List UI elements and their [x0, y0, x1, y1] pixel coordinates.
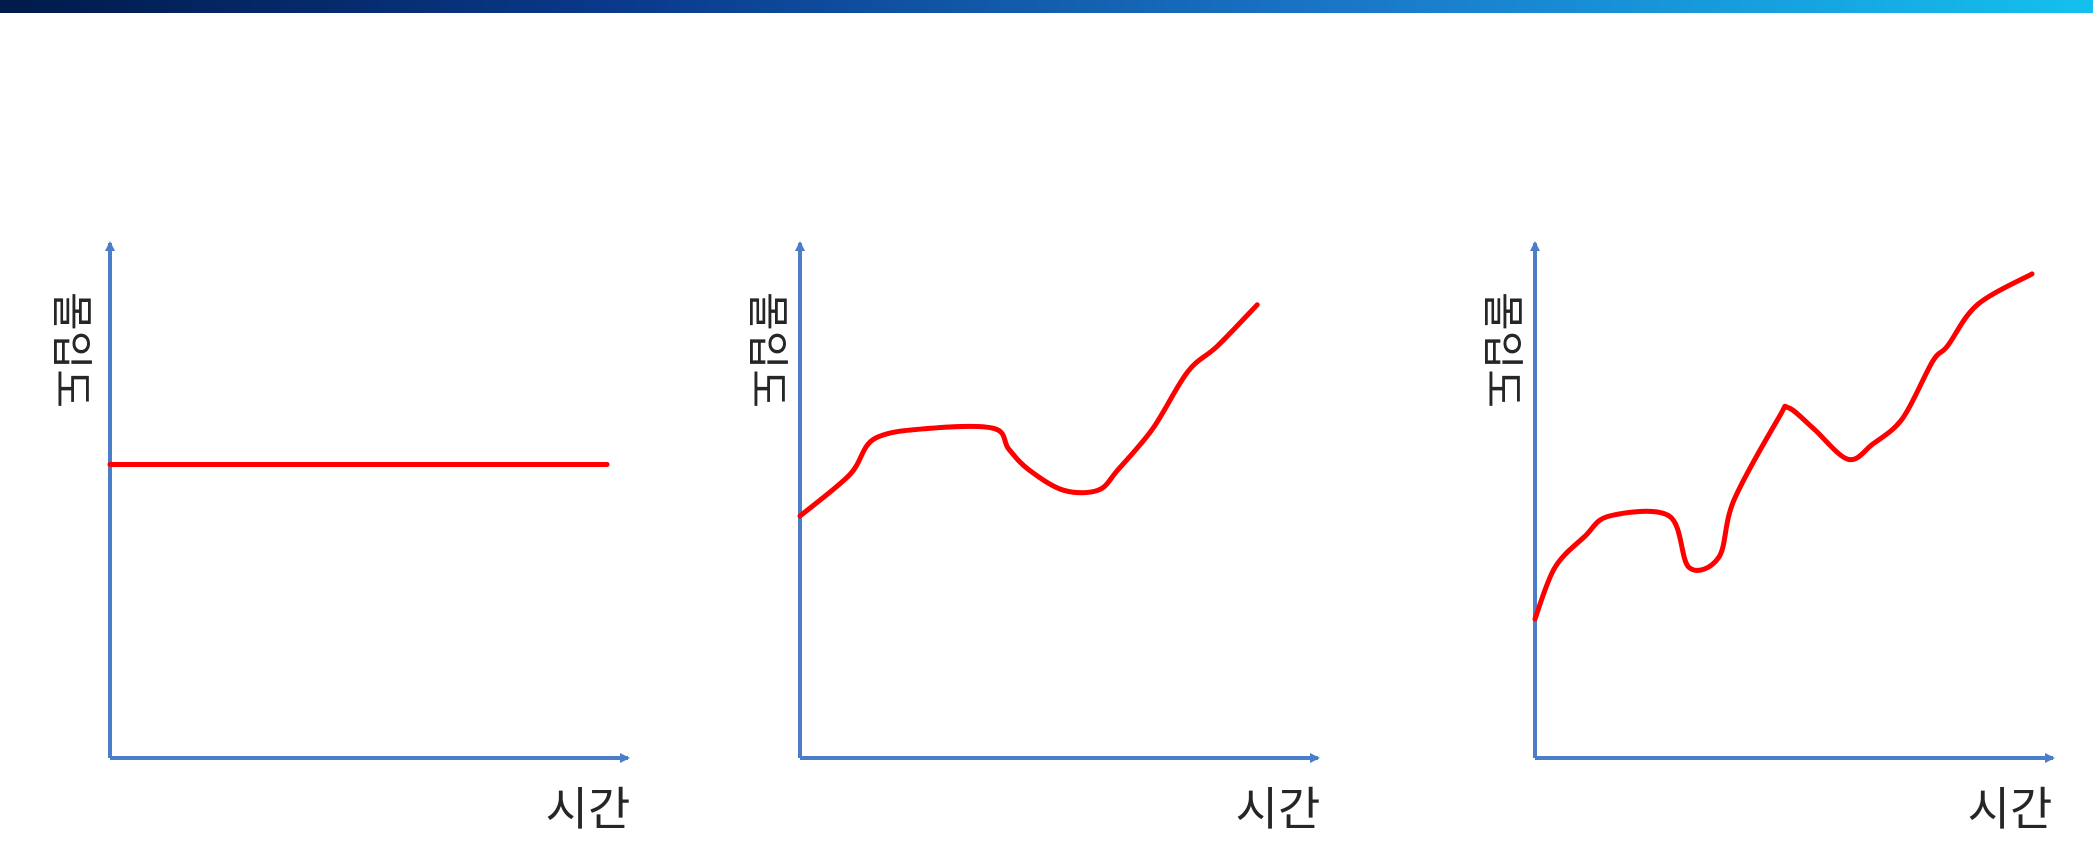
chart-2-y-label: 몰입도	[743, 292, 792, 408]
chart-2: 시간 몰입도	[743, 241, 1321, 836]
chart-2-line	[797, 302, 1260, 519]
chart-3: 시간 몰입도	[1478, 241, 2055, 836]
chart-1-y-label: 몰입도	[47, 292, 96, 408]
header-gradient-bar	[0, 0, 2093, 13]
chart-3-x-label: 시간	[1968, 782, 2053, 836]
chart-1: 시간 몰입도	[47, 241, 631, 836]
chart-1-x-label: 시간	[546, 782, 631, 836]
chart-3-line	[1532, 271, 2035, 622]
chart-2-x-label: 시간	[1236, 782, 1321, 836]
chart-3-y-label: 몰입도	[1478, 292, 1527, 408]
